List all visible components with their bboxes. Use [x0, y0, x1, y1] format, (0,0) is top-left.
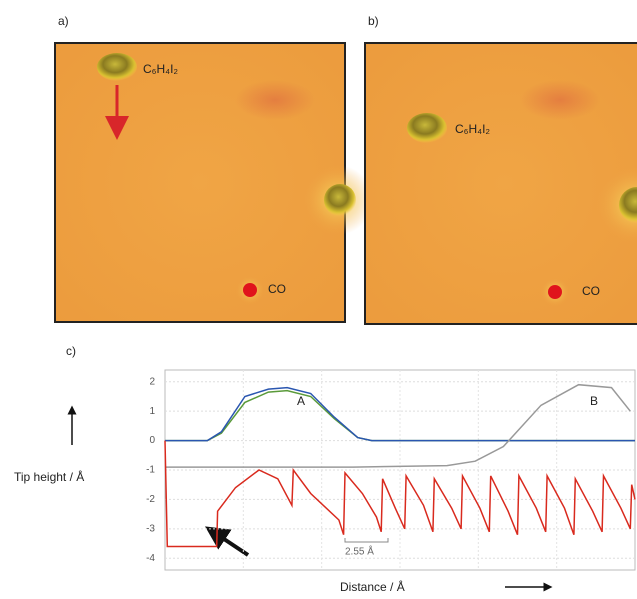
surface-feature [520, 80, 600, 120]
co-molecule [548, 285, 562, 299]
panel-label: a) [58, 14, 69, 28]
annotation: 2.55 Å [345, 545, 374, 558]
co-label: CO [582, 284, 600, 298]
panel-label: c) [66, 344, 76, 358]
bracket [344, 538, 389, 543]
y-tick-label: 0 [149, 435, 155, 446]
molecule [97, 53, 137, 81]
molecule [619, 187, 637, 223]
panel-label: b) [368, 14, 379, 28]
y-tick-label: -3 [146, 523, 155, 534]
y-tick-label: 1 [149, 406, 155, 417]
y-tick-label: -2 [146, 494, 155, 505]
molecule-label: C₆H₄I₂ [143, 62, 178, 76]
co-label: CO [268, 282, 286, 296]
series-line [164, 440, 636, 548]
series-line [165, 386, 635, 442]
stm-image [364, 42, 637, 325]
series-line [165, 383, 631, 468]
co-molecule [243, 283, 257, 297]
molecule [324, 184, 356, 216]
pointer-arrow [205, 526, 250, 557]
x-axis-label: Distance / Å [340, 579, 405, 594]
stm-image [54, 42, 346, 323]
molecule-label: C₆H₄I₂ [455, 122, 490, 136]
halo [597, 167, 637, 243]
annotation: A [297, 394, 305, 408]
annotation: B [590, 394, 598, 408]
y-tick-label: 2 [149, 376, 155, 387]
surface-feature [235, 80, 315, 120]
y-tick-label: -1 [146, 465, 155, 476]
y-axis-label: Tip height / Å [14, 469, 84, 484]
molecule [407, 113, 447, 143]
y-tick-label: -4 [146, 553, 155, 564]
